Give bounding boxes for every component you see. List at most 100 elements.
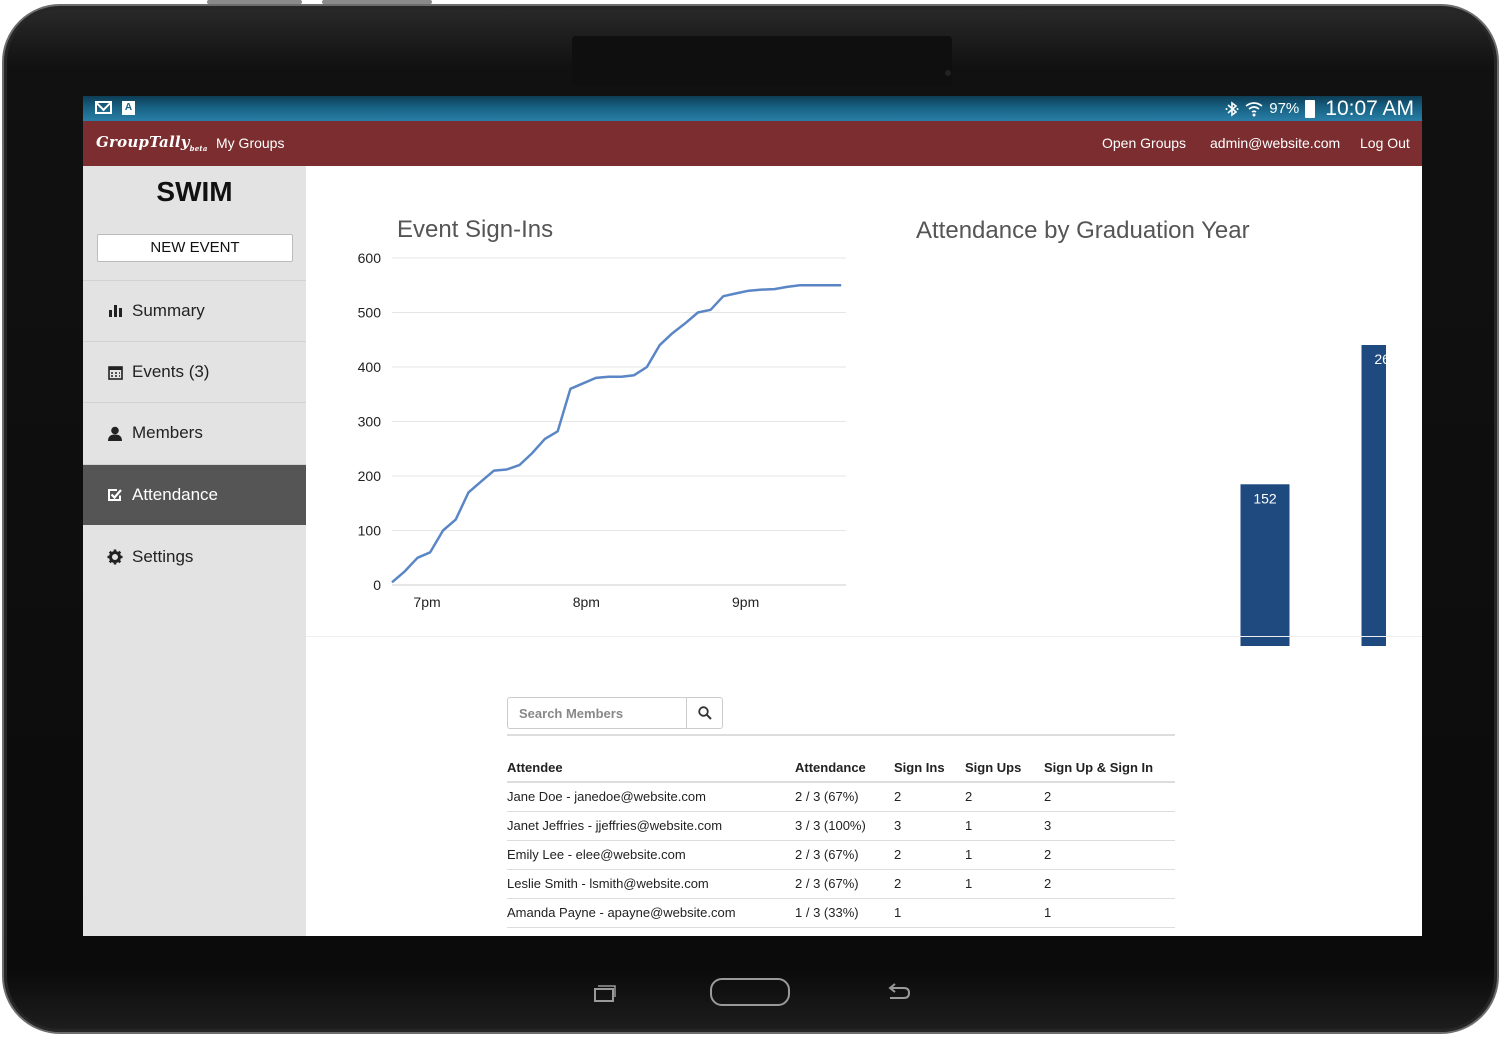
nav-open-groups[interactable]: Open Groups (1102, 135, 1187, 151)
line-chart-title: Event Sign-Ins (397, 216, 554, 243)
sidebar-item-label: Members (132, 423, 203, 442)
attendance-table: Attendee Attendance Sign Ins Sign Ups Si… (507, 754, 1175, 928)
nav-my-groups[interactable]: My Groups (216, 135, 285, 151)
hardware-button (322, 0, 432, 4)
top-navbar: GroupTallybeta My Groups Open Groups adm… (83, 121, 1422, 166)
sidebar-item-events[interactable]: Events (3) (83, 341, 306, 402)
sidebar-item-summary[interactable]: Summary (83, 280, 306, 341)
cell-sign-up-and-sign-in: 2 (1044, 782, 1175, 812)
notification-a-icon: A (122, 101, 135, 115)
mail-icon (95, 101, 112, 114)
cell-attendance: 2 / 3 (67%) (795, 782, 894, 812)
calendar-icon (107, 365, 123, 380)
sidebar-item-label: Settings (132, 546, 194, 566)
column-header-sign-ins[interactable]: Sign Ins (894, 754, 965, 783)
y-tick-label: 600 (358, 250, 382, 266)
battery-icon (1305, 99, 1316, 118)
table-header-row: Attendee Attendance Sign Ins Sign Ups Si… (507, 754, 1175, 783)
group-title: SWIM (156, 176, 233, 207)
cell-sign-ins: 3 (894, 811, 965, 841)
table-row[interactable]: Emily Lee - elee@website.com 2 / 3 (67%)… (507, 840, 1175, 870)
cell-attendance: 1 / 3 (33%) (795, 898, 894, 928)
nav-logout[interactable]: Log Out (1360, 135, 1410, 151)
column-header-sign-up-and-sign-in[interactable]: Sign Up & Sign In (1044, 754, 1175, 783)
y-tick-label: 0 (373, 577, 381, 593)
battery-percent: 97% (1269, 100, 1300, 117)
table-row[interactable]: Amanda Payne - apayne@website.com 1 / 3 … (507, 898, 1175, 928)
cell-sign-ins: 2 (894, 840, 965, 870)
sidebar-item-attendance[interactable]: Attendance (83, 464, 306, 525)
cell-attendance: 2 / 3 (67%) (795, 869, 894, 899)
cell-sign-ups: 1 (965, 811, 1044, 841)
cell-attendee: Leslie Smith - lsmith@website.com (507, 869, 795, 899)
status-bar: A 97% 10:07 AM (83, 96, 1422, 121)
search-group (507, 697, 723, 729)
camera-icon (945, 70, 951, 76)
sidebar: SWIM NEW EVENT Summary Events (3) Member… (83, 166, 306, 936)
cell-sign-ups: 2 (965, 782, 1044, 812)
sidebar-item-label: Attendance (132, 485, 219, 504)
cell-sign-up-and-sign-in: 1 (1044, 898, 1175, 928)
table-row[interactable]: Jane Doe - janedoe@website.com 2 / 3 (67… (507, 782, 1175, 812)
sidebar-item-label: Events (3) (132, 362, 210, 381)
gear-icon (107, 549, 123, 565)
cell-sign-ins: 2 (894, 869, 965, 899)
bluetooth-icon (1225, 100, 1239, 117)
cell-attendee: Emily Lee - elee@website.com (507, 840, 795, 870)
table-row[interactable]: Leslie Smith - lsmith@website.com 2 / 3 … (507, 869, 1175, 899)
user-icon (107, 426, 123, 441)
sidebar-item-settings[interactable]: Settings (83, 526, 306, 587)
cell-sign-up-and-sign-in: 2 (1044, 840, 1175, 870)
sidebar-item-label: Summary (132, 301, 205, 320)
clock: 10:07 AM (1325, 96, 1414, 120)
cell-attendee: Amanda Payne - apayne@website.com (507, 898, 795, 928)
sidebar-item-members[interactable]: Members (83, 402, 306, 463)
hardware-button (207, 0, 302, 4)
cell-sign-ins: 1 (894, 898, 965, 928)
camera-bezel (572, 36, 952, 86)
bar (1240, 484, 1290, 646)
y-tick-label: 300 (358, 414, 382, 430)
recent-apps-icon[interactable] (592, 984, 616, 1002)
home-button[interactable] (710, 978, 790, 1006)
y-tick-label: 200 (358, 468, 382, 484)
cell-sign-ups (965, 898, 1044, 928)
main-content: Event Sign-Ins 0 100 200 300 400 500 600 7pm 8pm… (306, 166, 1422, 936)
cell-sign-ins: 2 (894, 782, 965, 812)
cell-attendance: 2 / 3 (67%) (795, 840, 894, 870)
column-header-attendee[interactable]: Attendee (507, 754, 795, 783)
cell-sign-up-and-sign-in: 2 (1044, 869, 1175, 899)
screen: A 97% 10:07 AM GroupTallybeta My Groups … (83, 96, 1422, 936)
wifi-icon (1245, 101, 1263, 116)
search-input[interactable] (508, 698, 686, 728)
y-tick-label: 100 (358, 523, 382, 539)
new-event-button[interactable]: NEW EVENT (97, 234, 293, 262)
divider (306, 636, 1422, 637)
sign-ins-line-chart: 0 100 200 300 400 500 600 7pm 8pm 9pm (358, 250, 846, 610)
cell-sign-up-and-sign-in: 3 (1044, 811, 1175, 841)
divider (507, 734, 1175, 736)
column-header-sign-ups[interactable]: Sign Ups (965, 754, 1044, 783)
cell-sign-ups: 1 (965, 840, 1044, 870)
column-header-attendance[interactable]: Attendance (795, 754, 894, 783)
bar-data-label: 152 (1253, 490, 1277, 506)
graduation-year-bar-chart: 15220142632015712016652017 (1240, 345, 1386, 646)
x-tick-label: 7pm (413, 594, 440, 610)
nav-user-email[interactable]: admin@website.com (1210, 135, 1341, 151)
check-icon (107, 487, 123, 503)
bar-data-label: 263 (1374, 351, 1386, 367)
x-tick-label: 8pm (573, 594, 600, 610)
x-tick-label: 9pm (732, 594, 759, 610)
cell-sign-ups: 1 (965, 869, 1044, 899)
y-tick-label: 500 (358, 305, 382, 321)
search-icon (697, 706, 712, 720)
back-icon[interactable] (887, 983, 913, 1003)
brand-logo[interactable]: GroupTallybeta (96, 133, 208, 153)
bar-chart-title: Attendance by Graduation Year (916, 217, 1250, 244)
cell-attendee: Jane Doe - janedoe@website.com (507, 782, 795, 812)
bar (1361, 345, 1386, 646)
bar-chart-icon (107, 304, 123, 318)
table-row[interactable]: Janet Jeffries - jjeffries@website.com 3… (507, 811, 1175, 841)
y-tick-label: 400 (358, 359, 382, 375)
search-button[interactable] (686, 698, 722, 728)
